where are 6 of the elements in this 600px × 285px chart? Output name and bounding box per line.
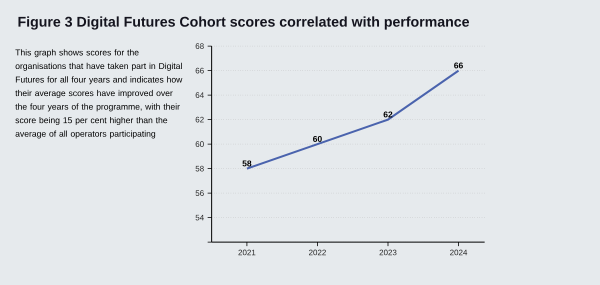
data-label: 62 (384, 111, 392, 118)
data-label: 58 (242, 160, 252, 166)
data-label: 66 (454, 62, 463, 68)
text: This graph shows scores for the organisations that have taken part in Digital Futures for all four years and indicates how their average scores have improved over the four years of the programme, with their score being 15 per cent higher than the average of all operators participating (15, 49, 182, 138)
data-label: 60 (313, 136, 322, 142)
chart-title: Figure 3 Digital Futures Cohort scores correlated with performance (18, 16, 470, 30)
